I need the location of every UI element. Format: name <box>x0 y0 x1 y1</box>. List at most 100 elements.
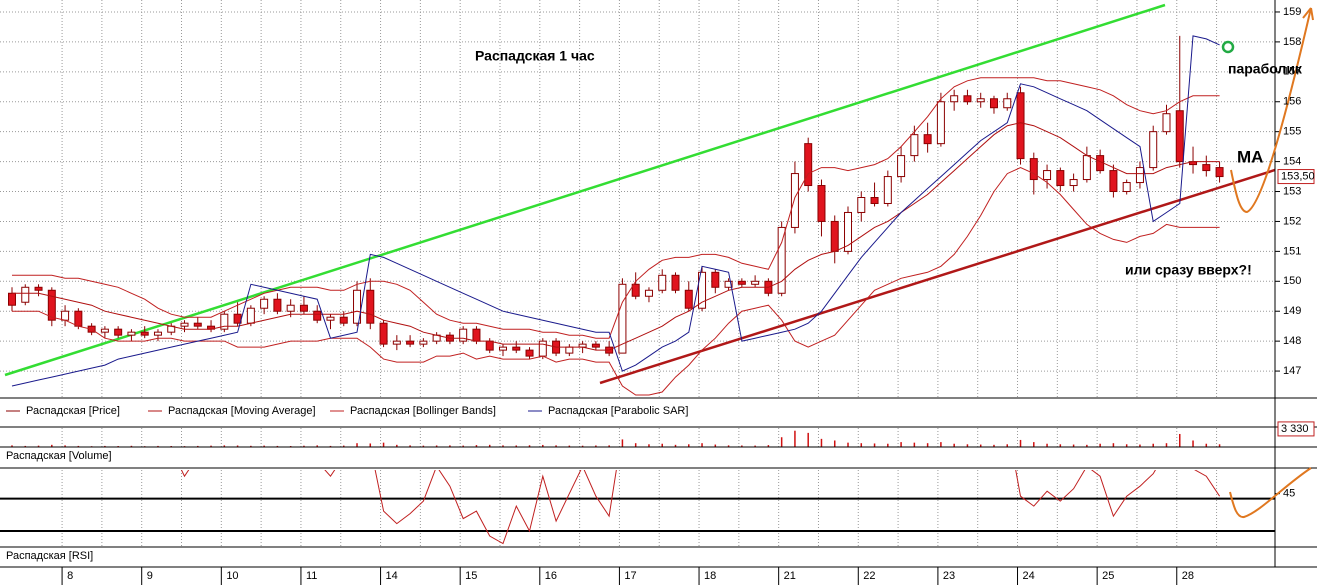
volume-bar <box>820 438 823 447</box>
volume-bar <box>409 445 411 447</box>
candle-body <box>246 307 255 324</box>
y-tick-label: 159 <box>1283 6 1301 18</box>
y-tick-label: 148 <box>1283 335 1301 347</box>
volume-bar <box>754 445 756 447</box>
candle-body <box>671 274 680 291</box>
legend-label: Распадская [Moving Average] <box>168 405 316 417</box>
candle-body <box>47 289 56 321</box>
volume-bar <box>210 445 212 447</box>
candle-body <box>286 304 295 312</box>
candle-body <box>193 322 202 327</box>
volume-bar <box>993 444 995 447</box>
candle-body <box>1175 110 1184 163</box>
x-tick-label: 16 <box>545 570 557 582</box>
candle-body <box>127 331 136 336</box>
x-tick-label: 9 <box>147 570 153 582</box>
volume-bar <box>528 445 531 447</box>
candle-body <box>883 176 892 204</box>
volume-bar <box>807 432 809 447</box>
candle-body <box>910 134 919 157</box>
volume-bar <box>833 440 836 447</box>
y-tick-label: 147 <box>1283 365 1301 377</box>
volume-bar <box>1019 439 1022 447</box>
annotation: Распадская 1 час <box>475 48 595 64</box>
volume-bar <box>488 444 491 447</box>
candle-body <box>1122 182 1131 193</box>
x-tick-label: 11 <box>306 570 317 582</box>
candle-body <box>472 328 481 342</box>
candle-body <box>459 328 468 342</box>
volume-bar <box>1006 444 1008 447</box>
volume-bar <box>329 445 332 447</box>
candle-body <box>804 143 813 187</box>
x-tick-label: 10 <box>226 570 238 582</box>
candle-body <box>1202 164 1211 172</box>
candle-body <box>140 331 149 336</box>
volume-bar <box>1125 444 1128 447</box>
volume-bar <box>595 445 597 447</box>
candle-body <box>34 286 43 291</box>
candle-body <box>1029 158 1038 181</box>
volume-bar <box>449 445 451 447</box>
volume-bar <box>1218 444 1221 447</box>
candle-body <box>366 289 375 324</box>
volume-bar <box>1099 443 1101 447</box>
volume-bar <box>515 445 518 447</box>
candle-body <box>273 298 282 312</box>
volume-bar <box>1152 443 1154 447</box>
candle-body <box>153 331 162 336</box>
candle-body <box>591 343 600 348</box>
candle-body <box>618 283 627 354</box>
candle-body <box>525 349 534 357</box>
candle-body <box>392 340 401 345</box>
volume-bar <box>1059 444 1062 447</box>
candle-body <box>1215 167 1224 178</box>
candle-body <box>737 280 746 285</box>
candle-body <box>1082 155 1091 181</box>
volume-bar <box>555 445 557 447</box>
y-tick-label: 156 <box>1283 96 1301 108</box>
volume-bar <box>303 445 305 447</box>
candle-body <box>658 274 667 291</box>
volume-bar <box>887 443 889 447</box>
candle-body <box>830 220 839 252</box>
labels: 8 9 10 11 14 15 16 17 18 21 22 23 24 25 28 147 148 149 150… <box>6 6 1315 582</box>
volume-bar <box>568 445 571 447</box>
trend-line-upper <box>4 3 1166 377</box>
volume-bar <box>475 445 478 447</box>
volume-bar <box>276 445 279 447</box>
annotation: или сразу вверх?! <box>1125 262 1252 278</box>
band-line <box>12 167 1220 396</box>
volume-bar <box>197 445 199 447</box>
volume-bar <box>648 444 650 447</box>
last-price-box <box>1277 169 1315 185</box>
candle-body <box>61 310 70 321</box>
volume-bar <box>940 442 942 447</box>
candle-body <box>21 286 30 303</box>
candle-body <box>1056 170 1065 187</box>
candle-body <box>1135 167 1144 184</box>
candle-body <box>1162 113 1171 133</box>
candle-body <box>299 304 308 312</box>
volume-bar <box>263 445 265 447</box>
candle-body <box>8 292 16 306</box>
candle-body <box>538 340 547 357</box>
volume-bar <box>250 445 252 447</box>
volume-bar <box>223 445 226 447</box>
x-tick-label: 14 <box>386 570 398 582</box>
volume-bar <box>1033 442 1035 447</box>
volume-bar <box>953 443 955 447</box>
volume-bar <box>24 445 27 447</box>
candle-body <box>844 211 853 252</box>
volume-bar <box>966 444 969 447</box>
candle-body <box>114 328 123 336</box>
candle-body <box>724 280 733 288</box>
volume-bar <box>661 443 663 447</box>
volume-bar <box>688 444 690 447</box>
legend-label: Распадская [Bollinger Bands] <box>350 405 496 417</box>
annotation: MA <box>1237 147 1263 166</box>
volume-bar <box>1139 444 1141 447</box>
volume-bar <box>462 445 464 447</box>
